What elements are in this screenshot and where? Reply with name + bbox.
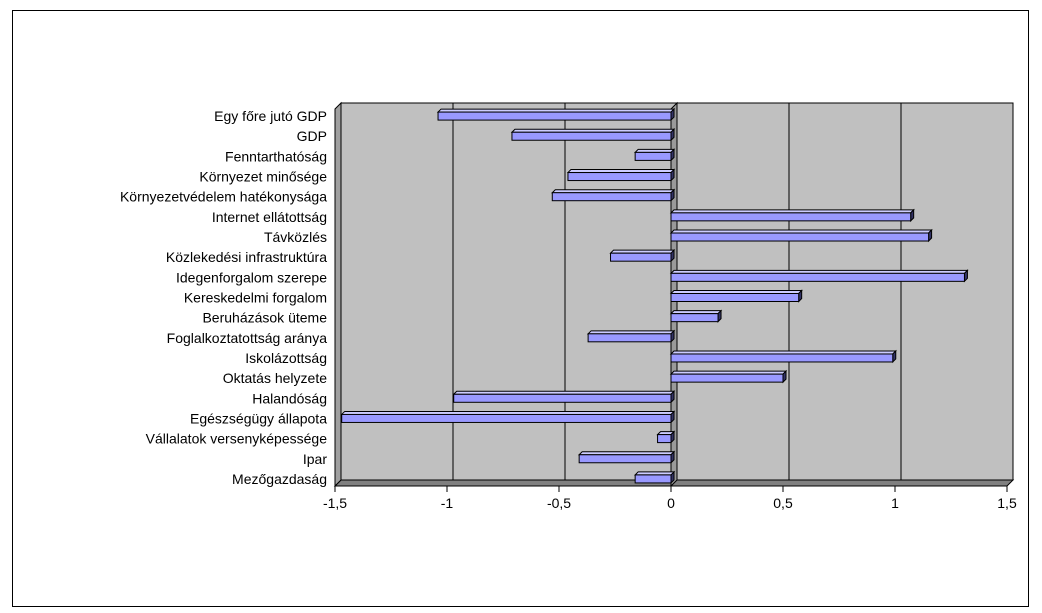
category-label: Környezetvédelem hatékonysága [120,189,327,205]
x-tick-label: -1,5 [323,495,347,511]
category-label: Halandóság [252,390,327,406]
category-label: Távközlés [264,229,327,245]
bar [634,474,672,484]
bar [670,272,965,282]
category-label: Internet ellátottság [212,209,327,225]
plot-side-wall [334,101,342,488]
category-label: Oktatás helyzete [223,370,327,386]
category-label: Iskolázottság [245,350,327,366]
bar [670,293,800,302]
bar [634,151,672,161]
bar [453,393,672,403]
chart-frame: -1,5 -1 -0,5 0 0,5 1 1,5 Egy főre jutó GDP GDP Fe… [12,10,1029,607]
bar [657,434,672,444]
bar [670,353,894,363]
category-label: Beruházások üteme [202,310,327,326]
category-label: Fenntarthatóság [225,148,327,164]
category-label: Környezet minősége [199,169,327,185]
category-label: Közlekedési infrastruktúra [166,249,327,265]
bar [551,192,672,202]
x-tick-label: 0 [667,495,675,511]
bar [670,373,784,383]
bar [587,333,672,343]
bar [437,111,672,121]
bar [670,313,719,323]
category-label: Vállalatok versenyképessége [146,431,328,447]
category-label: Egy főre jutó GDP [214,108,327,124]
bar-chart: -1,5 -1 -0,5 0 0,5 1 1,5 Egy főre jutó GDP GDP Fe… [120,101,1017,511]
bar [670,212,912,222]
bar [670,232,930,242]
bar [341,413,672,423]
category-label: Egészségügy állapota [190,410,327,426]
bar [578,454,672,464]
bar [610,252,672,262]
x-tick-label: -1 [441,495,454,511]
category-label: Kereskedelmi forgalom [184,290,327,306]
bar [567,172,672,182]
x-tick-label: 1 [891,495,899,511]
x-tick-label: 1,5 [997,495,1017,511]
category-label: Idegenforgalom szerepe [176,269,327,285]
x-tick-label: 0,5 [773,495,793,511]
category-label: GDP [297,128,327,144]
category-label: Foglalkoztatottság aránya [167,330,328,346]
category-label: Ipar [303,451,327,467]
x-tick-label: -0,5 [547,495,571,511]
category-label: Mezőgazdaság [232,471,327,487]
bar [511,131,672,141]
